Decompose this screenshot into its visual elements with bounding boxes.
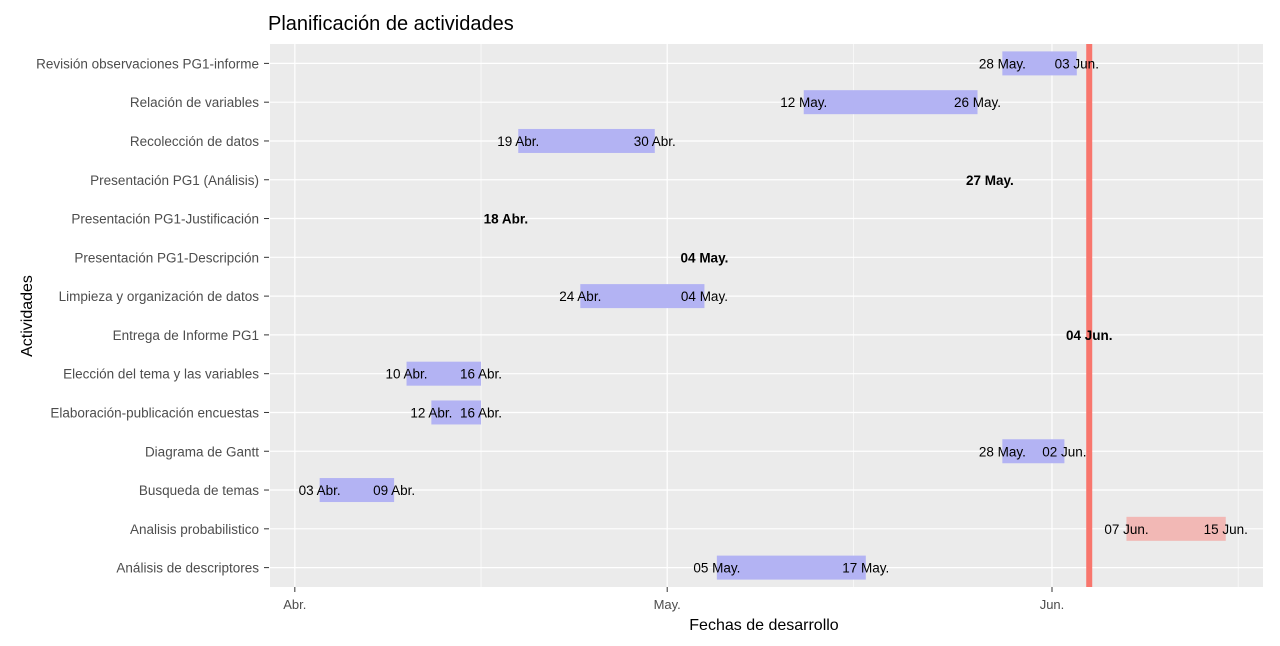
task-bar (406, 361, 482, 386)
task-bar (1002, 51, 1077, 76)
y-category-label: Busqueda de temas (139, 483, 259, 498)
task-bar (431, 400, 482, 425)
start-date-label: 12 Abr. (410, 405, 452, 420)
start-date-label: 12 May. (780, 95, 827, 110)
task-bar (1002, 439, 1065, 464)
start-date-label: 19 Abr. (497, 134, 539, 149)
y-category-label: Recolección de datos (130, 134, 259, 149)
y-category-label: Entrega de Informe PG1 (113, 328, 259, 343)
milestone-date-label: 27 May. (966, 173, 1014, 188)
y-category-label: Analisis probabilistico (130, 522, 259, 537)
task-bar (803, 90, 978, 115)
end-date-label: 03 Jun. (1055, 56, 1099, 71)
task-bar (716, 555, 866, 580)
task-bars (319, 51, 1226, 580)
y-category-label: Presentación PG1-Descripción (74, 250, 259, 265)
plot-panel (270, 44, 1263, 587)
y-category-label: Análisis de descriptores (116, 561, 259, 576)
x-tick-label: May. (654, 597, 681, 612)
end-date-label: 16 Abr. (460, 405, 502, 420)
x-axis-title: Fechas de desarrollo (689, 617, 839, 634)
start-date-label: 05 May. (693, 561, 740, 576)
end-date-label: 16 Abr. (460, 367, 502, 382)
y-category-label: Diagrama de Gantt (145, 444, 259, 459)
milestone-date-label: 04 Jun. (1066, 328, 1113, 343)
task-bar (518, 128, 655, 153)
y-category-label: Elaboración-publicación encuestas (50, 405, 259, 420)
task-bar (319, 478, 395, 503)
start-date-label: 24 Abr. (559, 289, 601, 304)
start-date-label: 28 May. (979, 444, 1026, 459)
task-bar (1126, 516, 1226, 541)
y-category-label: Presentación PG1-Justificación (71, 212, 259, 227)
end-date-label: 02 Jun. (1042, 444, 1086, 459)
start-date-label: 28 May. (979, 56, 1026, 71)
end-date-label: 26 May. (954, 95, 1001, 110)
x-tick-label: Abr. (283, 597, 306, 612)
end-date-label: 15 Jun. (1204, 522, 1248, 537)
milestone-date-label: 18 Abr. (484, 212, 529, 227)
chart-title: Planificación de actividades (268, 13, 514, 35)
grid-lines (270, 44, 1263, 587)
x-axis-ticks: Abr. May. Jun. (283, 587, 1064, 612)
y-axis-categories: Revisión observaciones PG1-informe Relaci… (36, 56, 269, 576)
start-date-label: 07 Jun. (1104, 522, 1148, 537)
y-category-label: Limpieza y organización de datos (59, 289, 260, 304)
x-tick-label: Jun. (1040, 597, 1065, 612)
y-axis-title: Actividades (19, 275, 36, 357)
y-category-label: Presentación PG1 (Análisis) (90, 173, 259, 188)
start-date-label: 10 Abr. (386, 367, 428, 382)
end-date-label: 04 May. (681, 289, 728, 304)
task-bar (580, 284, 705, 309)
y-category-label: Relación de variables (130, 95, 259, 110)
y-category-label: Elección del tema y las variables (63, 367, 259, 382)
end-date-label: 09 Abr. (373, 483, 415, 498)
end-date-label: 30 Abr. (634, 134, 676, 149)
y-category-label: Revisión observaciones PG1-informe (36, 56, 259, 71)
end-date-label: 17 May. (842, 561, 889, 576)
milestone-date-label: 04 May. (681, 250, 729, 265)
start-date-label: 03 Abr. (299, 483, 341, 498)
data-labels: 28 May. 03 Jun. 12 May. 26 May. 19 Abr. 30 Ab… (299, 56, 1248, 575)
